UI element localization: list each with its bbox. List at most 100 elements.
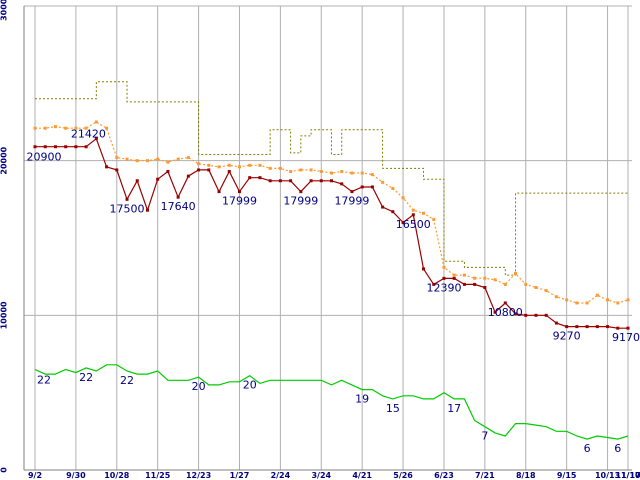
data-point <box>350 190 354 194</box>
grid-lines <box>24 5 632 471</box>
data-point <box>197 168 201 172</box>
data-point <box>309 179 313 183</box>
data-point <box>74 145 78 149</box>
data-labels: 20900 21420 17500 17640 17999 17999 17999 16500… <box>27 128 640 455</box>
data-point <box>442 276 446 280</box>
data-point <box>289 179 293 183</box>
data-point <box>258 176 262 180</box>
data-point <box>381 205 385 209</box>
data-point <box>401 196 405 200</box>
data-point <box>391 187 395 191</box>
data-point <box>503 301 507 305</box>
y-tick-label: 10000 <box>0 301 9 329</box>
data-point <box>534 285 538 289</box>
data-point <box>626 326 630 330</box>
data-label: 6 <box>584 442 591 455</box>
x-tick-label: 7/21 <box>475 471 495 480</box>
x-tick-label: 11/25 <box>145 471 171 480</box>
data-point <box>595 293 599 297</box>
data-point <box>64 145 68 149</box>
data-point <box>105 126 109 130</box>
data-label: 20 <box>243 379 257 392</box>
data-point <box>370 185 374 189</box>
data-point <box>248 176 252 180</box>
data-point <box>84 145 88 149</box>
x-tick-label: 4/21 <box>352 471 372 480</box>
data-point <box>299 168 303 172</box>
data-point <box>207 163 211 167</box>
x-tick-label: 2/24 <box>271 471 291 480</box>
data-point <box>227 169 231 173</box>
data-point <box>330 179 333 183</box>
data-point <box>53 125 57 129</box>
data-point <box>565 298 569 302</box>
data-point <box>278 166 282 170</box>
data-point <box>33 145 37 149</box>
data-point <box>166 169 170 173</box>
data-point <box>360 185 364 189</box>
data-point <box>360 171 364 175</box>
data-label: 12390 <box>426 281 461 294</box>
data-point <box>452 276 456 280</box>
data-point <box>145 208 149 212</box>
data-point <box>575 325 579 329</box>
data-point <box>473 282 477 286</box>
series-line <box>34 364 629 440</box>
data-point <box>462 273 466 277</box>
data-label: 17999 <box>334 195 369 208</box>
data-label: 9270 <box>553 330 581 343</box>
data-point <box>135 159 139 163</box>
data-label: 22 <box>79 371 93 384</box>
data-point <box>626 298 630 302</box>
data-point <box>125 157 129 161</box>
data-point <box>176 195 180 199</box>
data-point <box>554 295 558 299</box>
x-tick-label: 9/15 <box>557 471 577 480</box>
data-point <box>534 313 538 317</box>
data-point <box>544 289 548 293</box>
data-point <box>125 197 129 201</box>
data-point <box>258 163 262 167</box>
data-point <box>514 312 518 316</box>
series-line <box>35 137 628 329</box>
data-point <box>616 301 620 305</box>
x-tick-label: 9/2 <box>28 471 42 480</box>
data-point <box>248 163 252 167</box>
x-tick-label: 11/10 <box>615 471 640 480</box>
data-point <box>64 126 68 130</box>
data-point <box>462 282 466 286</box>
data-point <box>524 313 528 317</box>
data-point <box>186 156 190 160</box>
data-point <box>483 276 487 280</box>
y-tick-label: 30000 <box>0 0 9 21</box>
data-point <box>585 301 589 305</box>
data-label: 17999 <box>283 195 318 208</box>
data-point <box>340 182 344 186</box>
data-label: 15 <box>386 402 400 415</box>
data-point <box>544 313 548 317</box>
data-point <box>411 208 415 212</box>
data-point <box>43 145 47 149</box>
data-point <box>176 157 180 161</box>
x-tick-label: 1/27 <box>230 471 250 480</box>
data-label: 16500 <box>396 218 431 231</box>
data-point <box>411 213 415 217</box>
data-point <box>105 165 109 169</box>
data-point <box>278 179 282 183</box>
data-point <box>452 273 456 277</box>
data-label: 17500 <box>110 202 145 215</box>
data-point <box>237 165 241 169</box>
data-label: 10800 <box>488 306 523 319</box>
y-axis-ticks: 0 10000 20000 30000 <box>0 0 9 473</box>
x-tick-label: 12/23 <box>186 471 211 480</box>
data-point <box>585 325 589 329</box>
data-point <box>166 160 170 164</box>
data-point <box>94 137 98 141</box>
x-axis-ticks: 9/2 9/30 10/28 11/25 12/23 1/27 2/24 3/24 4/21 5/… <box>28 471 640 480</box>
data-point <box>606 298 610 302</box>
data-point <box>503 282 507 286</box>
x-tick-label: 9/30 <box>66 471 86 480</box>
data-point <box>340 169 344 173</box>
data-point <box>595 325 599 329</box>
